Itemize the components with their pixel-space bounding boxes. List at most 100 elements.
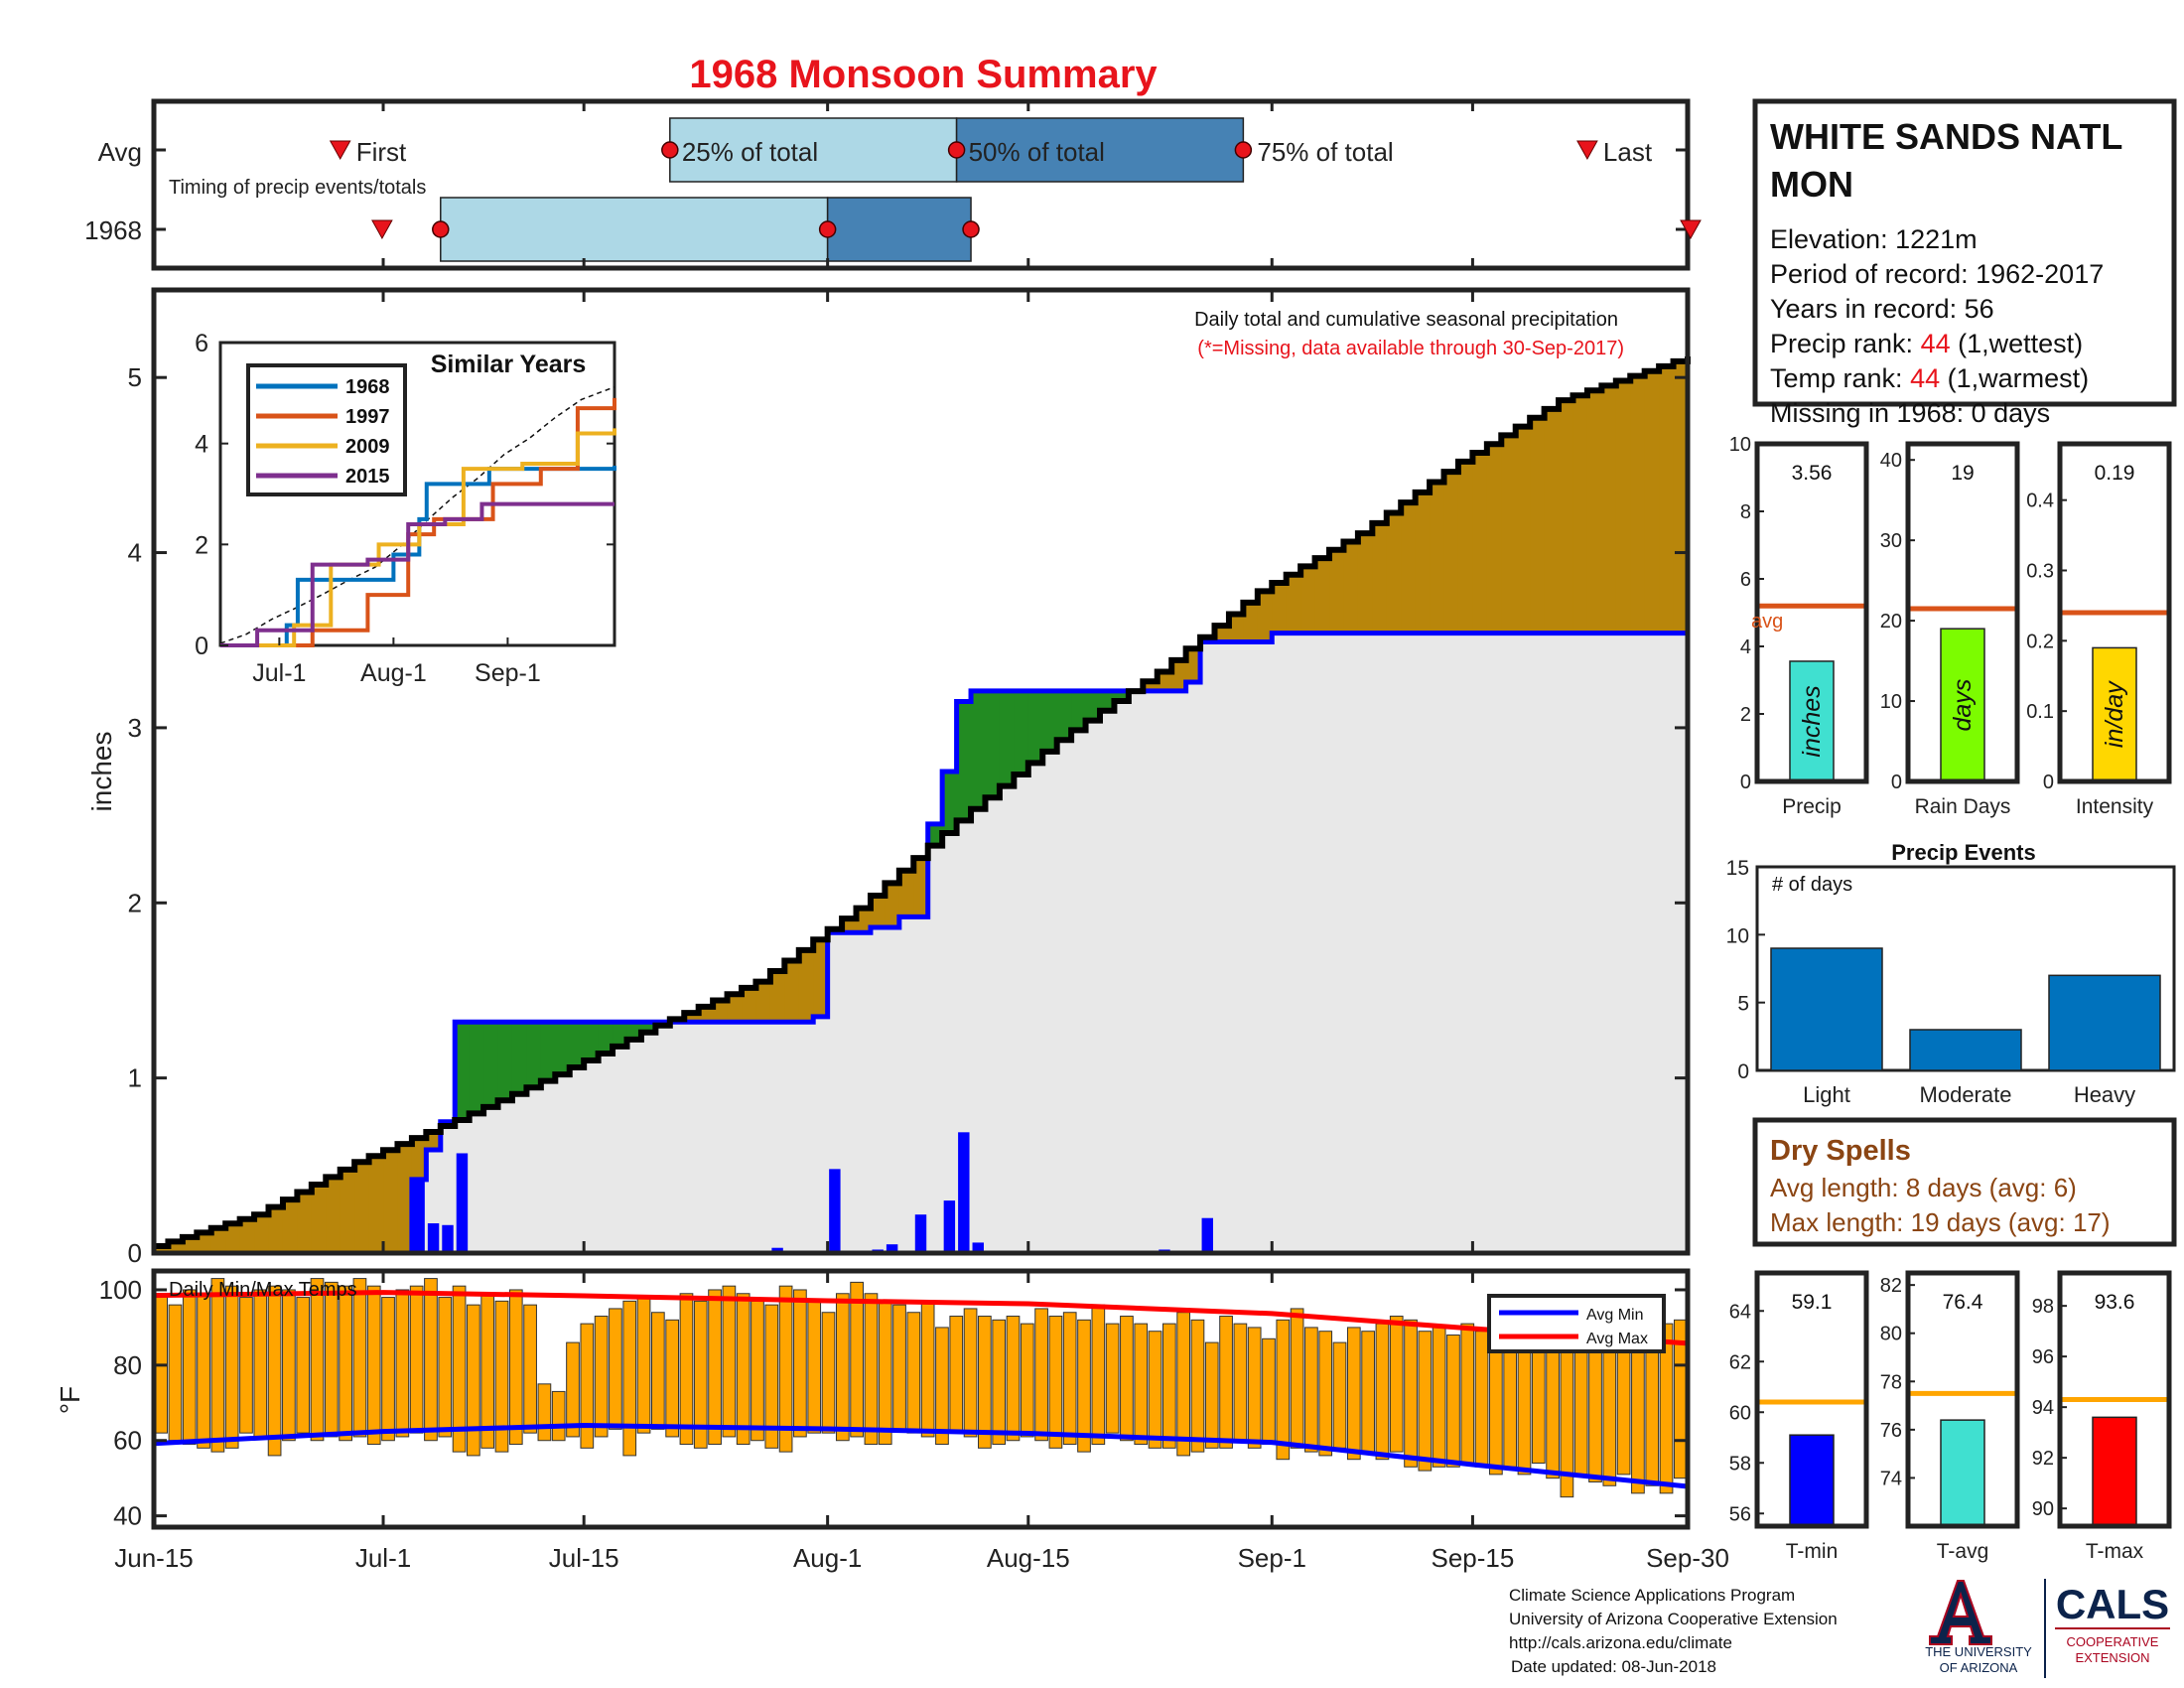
- date-tick-label: Jul-1: [355, 1543, 411, 1573]
- below-avg-segment: [870, 895, 887, 927]
- temp-summary-chart-2: 90 92 94 96 98 93.6 T-max: [2032, 1270, 2172, 1563]
- daily-temp-bar: [1404, 1319, 1418, 1468]
- precip-y-tick-label: 1: [128, 1063, 142, 1093]
- daily-temp-bar: [650, 1312, 665, 1430]
- daily-temp-bar: [1389, 1316, 1404, 1453]
- daily-temp-bar: [1105, 1323, 1120, 1434]
- summary-y-tick-label: 40: [1880, 450, 1902, 472]
- timing-caption: Timing of precip events/totals: [169, 177, 426, 199]
- below-avg-segment: [1659, 365, 1675, 633]
- year-p25-marker: [432, 220, 450, 238]
- daily-precip-bars: [413, 1132, 1271, 1253]
- daily-temp-bar: [438, 1297, 453, 1438]
- summary-bar-charts: 0 2 4 6 8 10 3.56 Precip inches avg 0 10 20 30 40 19 Rai…: [1729, 434, 2172, 1563]
- temp-summary-chart-1: 74 76 78 80 82 76.4 T-avg: [1880, 1270, 2020, 1563]
- inset-title: Similar Years: [431, 351, 587, 378]
- cals-logo: CALS COOPERATIVE EXTENSION: [2055, 1581, 2170, 1665]
- daily-precip-bar: [914, 1214, 927, 1253]
- daily-precip-bar: [958, 1132, 970, 1253]
- daily-temp-bar: [409, 1285, 424, 1434]
- year-p50-marker: [818, 220, 837, 238]
- footer: Climate Science Applications Program Uni…: [1509, 1579, 2170, 1678]
- ua-logo: THE UNIVERSITY OF ARIZONA: [1925, 1580, 2032, 1675]
- below-avg-segment: [1443, 472, 1459, 633]
- avg-25-50-box: [669, 117, 958, 183]
- precip-y-ticks: 0 1 2 3 4 5: [128, 290, 1690, 1268]
- summary-y-tick-label: 4: [1740, 636, 1751, 658]
- above-avg-segment: [640, 1022, 656, 1033]
- daily-temp-bar: [239, 1297, 253, 1434]
- daily-temp-bar: [1474, 1331, 1489, 1468]
- daily-temp-bar: [708, 1289, 722, 1446]
- temp-summary-y-tick-label: 64: [1729, 1301, 1751, 1323]
- below-avg-segment: [684, 1013, 700, 1023]
- daily-temp-bar: [282, 1289, 296, 1442]
- daily-temp-bar: [1432, 1327, 1446, 1468]
- date-tick-label: Sep-15: [1431, 1543, 1514, 1573]
- station-name-line2: MON: [1770, 164, 1853, 205]
- below-avg-segment: [1430, 482, 1445, 633]
- above-avg-segment: [497, 1022, 513, 1101]
- below-avg-segment: [311, 1184, 327, 1253]
- daily-temp-bar: [778, 1285, 793, 1453]
- summary-y-tick-label: 0.3: [2026, 561, 2054, 583]
- below-avg-segment: [1472, 453, 1488, 633]
- temp-y-tick-label: 60: [113, 1426, 142, 1456]
- daily-temp-bar: [722, 1285, 737, 1438]
- daily-temp-bar: [920, 1300, 935, 1438]
- events-ylabel-note: # of days: [1772, 874, 1852, 896]
- below-avg-segment: [297, 1192, 313, 1253]
- events-category-label: Heavy: [2074, 1082, 2135, 1107]
- daily-temp-bar: [467, 1304, 480, 1457]
- daily-precip-bar: [456, 1153, 469, 1253]
- avg-max-line: [153, 1290, 1689, 1346]
- above-avg-segment: [971, 690, 987, 809]
- p75-label: 75% of total: [1257, 137, 1393, 167]
- timing-markers: [329, 140, 1702, 240]
- summary-avg-label: avg: [1751, 611, 1783, 633]
- below-avg-segment: [1357, 533, 1373, 633]
- daily-precip-bar: [972, 1242, 984, 1253]
- daily-temp-bar: [494, 1300, 509, 1453]
- daily-temp-bar: [1460, 1323, 1475, 1465]
- daily-temp-bar: [352, 1278, 367, 1438]
- daily-temp-bar: [1148, 1331, 1162, 1449]
- daily-temp-bar: [850, 1281, 864, 1438]
- below-avg-segment: [1630, 375, 1646, 633]
- daily-temp-bar: [1062, 1312, 1077, 1446]
- above-avg-segment: [1027, 690, 1043, 764]
- inset-y-tick-label: 6: [195, 330, 208, 357]
- daily-temp-bar: [310, 1278, 325, 1442]
- temp-summary-bar: [1940, 1419, 1985, 1527]
- daily-temp-bar: [1020, 1323, 1034, 1438]
- daily-precip-bar: [771, 1247, 783, 1253]
- inset-y-tick-label: 4: [195, 431, 208, 459]
- below-avg-segment: [1559, 400, 1574, 633]
- daily-temp-bar: [1489, 1337, 1503, 1476]
- above-avg-segment: [469, 1022, 484, 1114]
- daily-temp-bar: [1190, 1319, 1205, 1453]
- daily-temp-bar: [154, 1293, 169, 1434]
- daily-temp-bar: [1006, 1316, 1021, 1442]
- summary-frame: [2057, 441, 2172, 784]
- precip-missing-note: (*=Missing, data available through 30-Se…: [1197, 338, 1624, 359]
- below-avg-segment: [1157, 671, 1172, 691]
- summary-value-label: 3.56: [1792, 462, 1833, 485]
- summary-x-label: Rain Days: [1915, 795, 2011, 818]
- below-avg-segment: [1615, 380, 1631, 633]
- inset-x-tick-label: Jul-1: [252, 659, 306, 687]
- daily-temp-bar: [963, 1308, 978, 1438]
- below-avg-segment: [798, 949, 814, 1023]
- summary-chart-0: 0 2 4 6 8 10 3.56 Precip inches avg: [1729, 434, 1869, 818]
- summary-frame: [1905, 441, 2020, 784]
- inset-y-tick-label: 2: [195, 531, 208, 559]
- daily-temp-bar: [906, 1312, 921, 1434]
- daily-temp-bar: [424, 1278, 438, 1442]
- below-avg-segment: [1286, 574, 1301, 633]
- daily-precip-bar: [886, 1244, 898, 1253]
- daily-temp-bar: [1034, 1308, 1048, 1442]
- footer-line2: University of Arizona Cooperative Extens…: [1509, 1610, 1838, 1628]
- below-avg-segment: [1257, 591, 1273, 642]
- below-avg-segment: [856, 908, 872, 933]
